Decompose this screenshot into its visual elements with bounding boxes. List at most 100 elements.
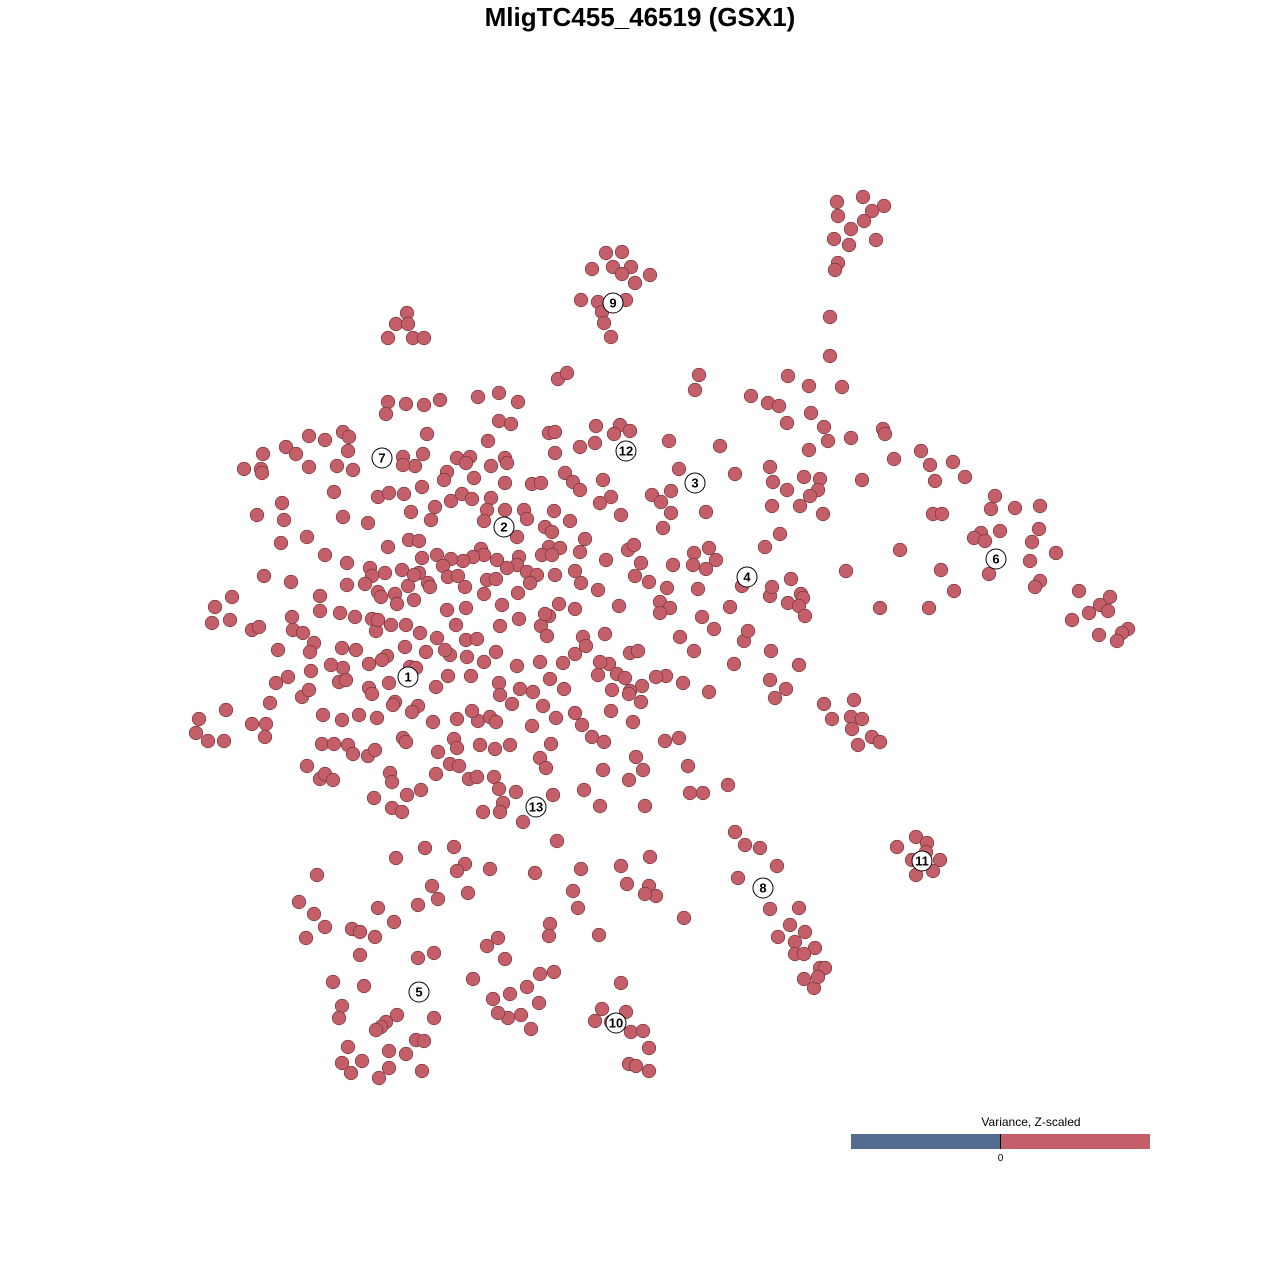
data-point <box>448 617 464 633</box>
data-point <box>574 717 590 733</box>
data-point <box>449 740 465 756</box>
data-point <box>361 656 377 672</box>
data-point <box>584 261 600 277</box>
data-point <box>367 929 383 945</box>
data-point <box>470 389 486 405</box>
data-point <box>539 628 555 644</box>
data-point <box>591 927 607 943</box>
data-point <box>567 705 583 721</box>
data-point <box>680 758 696 774</box>
data-point <box>843 221 859 237</box>
data-point <box>494 597 510 613</box>
data-point <box>625 714 641 730</box>
data-point <box>427 499 443 515</box>
data-point <box>546 503 562 519</box>
data-point <box>797 608 813 624</box>
data-point <box>236 461 252 477</box>
data-point <box>532 966 548 982</box>
data-point <box>352 947 368 963</box>
data-point <box>796 971 812 987</box>
data-point <box>503 416 519 432</box>
data-point <box>778 681 794 697</box>
cluster-label: 1 <box>397 666 419 688</box>
data-point <box>854 472 870 488</box>
data-point <box>398 734 414 750</box>
data-point <box>464 491 480 507</box>
data-point <box>769 858 785 874</box>
data-point <box>1007 500 1023 516</box>
data-point <box>850 737 866 753</box>
data-point <box>244 716 260 732</box>
cluster-label: 6 <box>985 548 1007 570</box>
data-point <box>340 443 356 459</box>
data-point <box>653 494 669 510</box>
data-point <box>457 579 473 595</box>
data-point <box>791 900 807 916</box>
cluster-label-badge <box>605 1012 627 1034</box>
data-point <box>642 849 658 865</box>
data-point <box>380 539 396 555</box>
data-point <box>400 316 416 332</box>
data-point <box>490 1005 506 1021</box>
data-point <box>335 509 351 525</box>
data-point <box>389 596 405 612</box>
data-point <box>317 432 333 448</box>
data-point <box>428 679 444 695</box>
data-point <box>872 600 888 616</box>
data-point <box>762 672 778 688</box>
data-point <box>854 711 870 727</box>
data-point <box>932 852 948 868</box>
cluster-label-badge <box>985 548 1007 570</box>
data-point <box>414 479 430 495</box>
data-point <box>364 686 380 702</box>
data-point <box>325 974 341 990</box>
data-point <box>584 729 600 745</box>
cluster-label-text: 13 <box>529 800 543 815</box>
data-point <box>945 454 961 470</box>
data-point <box>913 443 929 459</box>
data-point <box>439 602 455 618</box>
data-point <box>613 858 629 874</box>
data-point <box>381 1060 397 1076</box>
data-point <box>315 707 331 723</box>
data-point <box>523 1021 539 1037</box>
data-point <box>551 596 567 612</box>
data-point <box>603 703 619 719</box>
data-point <box>603 329 619 345</box>
data-point <box>432 392 448 408</box>
data-point <box>830 208 846 224</box>
data-point <box>613 507 629 523</box>
data-point <box>598 552 614 568</box>
data-point <box>449 711 465 727</box>
data-point <box>663 505 679 521</box>
data-point <box>573 861 589 877</box>
data-point <box>483 458 499 474</box>
data-point <box>957 469 973 485</box>
data-point <box>251 619 267 635</box>
data-point <box>476 586 492 602</box>
data-point <box>577 531 593 547</box>
data-point <box>306 906 322 922</box>
data-point <box>398 617 414 633</box>
cluster-label: 10 <box>605 1012 627 1034</box>
data-point <box>273 535 289 551</box>
data-point <box>487 741 503 757</box>
cluster-label: 4 <box>736 566 758 588</box>
data-point <box>464 703 480 719</box>
data-point <box>782 917 798 933</box>
data-point <box>499 455 515 471</box>
data-point <box>573 575 589 591</box>
cluster-label-text: 3 <box>691 476 698 491</box>
cluster-label-badge <box>397 666 419 688</box>
data-point <box>796 469 812 485</box>
data-point <box>488 644 504 660</box>
data-point <box>515 814 531 830</box>
data-point <box>476 513 492 529</box>
data-point <box>889 839 905 855</box>
data-point <box>416 330 432 346</box>
data-point <box>740 623 756 639</box>
data-point <box>491 385 507 401</box>
cluster-label-badge <box>911 850 933 872</box>
data-point <box>844 721 860 737</box>
data-point <box>525 684 541 700</box>
